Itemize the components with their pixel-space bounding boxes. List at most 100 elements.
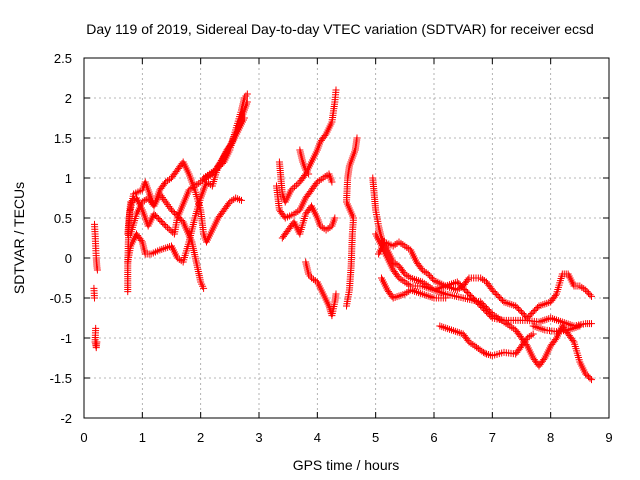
data-point [462, 287, 470, 295]
data-point [484, 310, 492, 317]
data-point [243, 98, 251, 106]
data-point [474, 299, 482, 307]
grid [84, 58, 609, 418]
data-point [160, 221, 168, 228]
data-point [516, 307, 524, 314]
data-point [154, 215, 162, 222]
y-tick-labels: 2.5 2 1.5 1 0.5 0 -0.5 -1 -1.5 -2 [50, 51, 72, 426]
data-point [291, 183, 299, 191]
data-point [157, 218, 165, 225]
data-point [468, 293, 476, 301]
data-point [236, 196, 244, 204]
data-point [528, 310, 536, 317]
data-point [515, 305, 523, 313]
data-point [522, 336, 530, 344]
series-arc-m [372, 230, 595, 330]
data-point [478, 304, 486, 311]
data-point [93, 266, 101, 274]
data-point [523, 314, 531, 322]
data-point [417, 264, 425, 272]
data-point [400, 268, 408, 276]
y-tick-label: 0 [65, 251, 72, 266]
data-point [91, 294, 98, 302]
data-point [156, 216, 164, 224]
y-tick-label: -2 [60, 411, 72, 426]
data-point [512, 302, 520, 310]
series-arc-a1 [91, 220, 101, 274]
data-point [481, 307, 489, 314]
data-point [159, 219, 167, 227]
data-point [442, 294, 450, 302]
data-point [287, 186, 295, 194]
data-point [576, 322, 584, 330]
data-point [466, 292, 474, 299]
data-point [328, 178, 336, 186]
data-point [586, 374, 594, 382]
x-tick-label: 3 [255, 430, 262, 445]
data-point [394, 272, 402, 280]
data-points [90, 86, 595, 384]
plot-frame [83, 57, 610, 419]
data-point [519, 310, 527, 317]
series-arc-j [302, 258, 340, 320]
data-point [464, 336, 472, 344]
data-point [167, 227, 175, 235]
x-tick-labels: 0 1 2 3 4 5 6 7 8 9 [80, 430, 612, 445]
data-point [234, 195, 242, 203]
x-tick-label: 7 [489, 430, 496, 445]
data-point [491, 289, 499, 297]
x-tick-label: 5 [372, 430, 379, 445]
data-point [165, 202, 173, 210]
data-point [427, 273, 435, 281]
x-tick-label: 1 [139, 430, 146, 445]
data-point [243, 90, 251, 98]
data-point [200, 284, 208, 292]
series-arc-i [296, 146, 313, 178]
data-point [312, 180, 320, 188]
data-point [151, 212, 159, 219]
data-point [540, 356, 548, 364]
data-point [493, 291, 501, 298]
data-point [238, 196, 245, 204]
data-point [321, 132, 329, 140]
data-point [424, 270, 432, 278]
data-point [170, 209, 178, 217]
series-arc-d [124, 98, 251, 266]
series-arc-e2 [200, 114, 248, 182]
data-point [551, 336, 559, 344]
data-point [476, 346, 484, 354]
series-arc-o [436, 322, 537, 360]
data-point [531, 307, 539, 314]
y-tick-label: -1 [60, 331, 72, 346]
series-arc-g [273, 170, 336, 222]
data-point [477, 302, 485, 310]
data-point [161, 180, 168, 188]
data-point [480, 305, 488, 313]
data-point [480, 348, 488, 356]
y-tick-label: -0.5 [50, 291, 72, 306]
data-point [162, 199, 170, 207]
data-point [168, 206, 175, 214]
data-point [331, 214, 339, 222]
y-tick-label: 0.5 [54, 211, 72, 226]
data-point [426, 272, 434, 280]
data-point [586, 291, 594, 299]
series-arc-q [529, 322, 584, 336]
series-arc-p [378, 274, 450, 302]
data-point [475, 301, 483, 308]
data-point [526, 311, 534, 319]
x-tick-label: 0 [80, 430, 87, 445]
x-axis-title: GPS time / hours [293, 457, 400, 473]
data-point [588, 376, 595, 384]
data-point [569, 336, 577, 344]
data-point [332, 290, 340, 298]
data-point [163, 224, 171, 232]
data-point [225, 200, 233, 208]
data-point [240, 114, 248, 122]
series-arc-c [124, 90, 251, 238]
y-tick-label: 1.5 [54, 131, 72, 146]
data-point [160, 195, 168, 203]
data-point [353, 134, 361, 142]
data-point [93, 338, 101, 346]
data-point [464, 289, 472, 296]
